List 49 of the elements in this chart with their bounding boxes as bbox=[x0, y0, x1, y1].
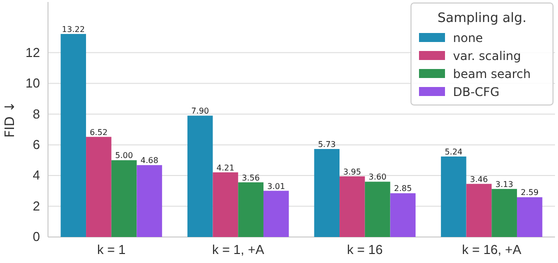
bar bbox=[263, 190, 289, 237]
y-tick-label: 4 bbox=[32, 168, 40, 183]
bar bbox=[212, 172, 238, 237]
bar bbox=[390, 193, 416, 237]
bar bbox=[86, 136, 112, 237]
data-label: 4.21 bbox=[216, 163, 234, 172]
x-tick-label: k = 1 bbox=[97, 242, 126, 258]
data-label: 4.68 bbox=[140, 156, 158, 166]
data-label: 5.00 bbox=[115, 151, 133, 160]
bar bbox=[516, 197, 542, 237]
bar bbox=[238, 182, 264, 237]
bar bbox=[111, 160, 137, 237]
bar bbox=[364, 182, 390, 237]
legend-label: DB-CFG bbox=[453, 85, 500, 99]
bar bbox=[60, 34, 86, 237]
data-label: 3.95 bbox=[343, 167, 362, 176]
data-label: 13.22 bbox=[62, 24, 85, 34]
data-label: 6.52 bbox=[90, 128, 108, 137]
data-label: 3.56 bbox=[242, 173, 260, 182]
y-tick-label: 12 bbox=[26, 44, 40, 60]
data-label: 5.73 bbox=[318, 140, 336, 149]
y-tick-label: 2 bbox=[32, 198, 40, 214]
y-tick-label: 10 bbox=[26, 76, 40, 91]
data-label: 3.01 bbox=[267, 182, 286, 191]
bar bbox=[466, 184, 492, 237]
y-tick-label: 8 bbox=[32, 106, 40, 122]
bar bbox=[187, 116, 213, 237]
legend-label: var. scaling bbox=[453, 49, 522, 63]
legend-title: Sampling alg. bbox=[438, 11, 526, 26]
bar bbox=[340, 176, 365, 237]
data-label: 2.85 bbox=[394, 184, 412, 194]
y-axis-title: FID ↓ bbox=[3, 101, 18, 138]
x-tick-label: k = 1, +A bbox=[212, 242, 264, 258]
data-label: 3.13 bbox=[495, 180, 514, 189]
data-label: 5.24 bbox=[444, 148, 463, 157]
x-tick-label: k = 16 bbox=[346, 242, 383, 258]
legend-label: beam search bbox=[453, 67, 531, 81]
legend-label: none bbox=[453, 31, 483, 45]
bar bbox=[136, 165, 162, 237]
bar bbox=[314, 148, 340, 237]
bar bbox=[492, 188, 517, 237]
data-label: 3.46 bbox=[470, 174, 488, 184]
data-label: 3.60 bbox=[368, 172, 386, 182]
y-tick-label: 6 bbox=[32, 137, 40, 152]
data-label: 7.90 bbox=[191, 106, 210, 116]
data-label: 2.59 bbox=[520, 188, 539, 198]
x-tick-label: k = 16, +A bbox=[462, 242, 522, 258]
bar bbox=[440, 156, 466, 237]
y-tick-label: 0 bbox=[32, 229, 40, 244]
